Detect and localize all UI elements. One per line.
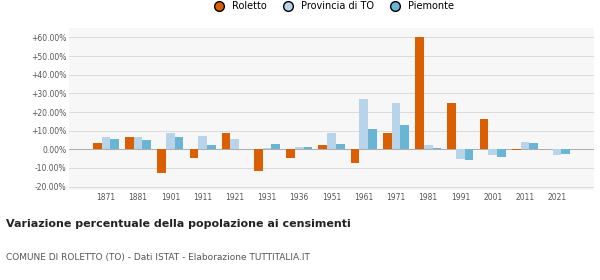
Bar bbox=[456, 149, 465, 159]
Bar bbox=[392, 103, 400, 149]
Bar bbox=[350, 149, 359, 163]
Bar bbox=[230, 139, 239, 149]
Bar bbox=[207, 145, 215, 149]
Bar bbox=[368, 129, 377, 149]
Bar bbox=[198, 136, 207, 149]
Bar bbox=[400, 125, 409, 149]
Bar bbox=[295, 148, 304, 149]
Bar bbox=[415, 37, 424, 149]
Bar bbox=[157, 149, 166, 173]
Bar bbox=[512, 149, 521, 150]
Bar bbox=[383, 134, 392, 149]
Bar bbox=[448, 103, 456, 149]
Bar bbox=[101, 137, 110, 149]
Bar bbox=[134, 137, 142, 149]
Bar bbox=[521, 142, 529, 149]
Legend: Roletto, Provincia di TO, Piemonte: Roletto, Provincia di TO, Piemonte bbox=[206, 0, 457, 15]
Bar bbox=[319, 145, 327, 149]
Bar bbox=[142, 140, 151, 149]
Bar bbox=[175, 137, 184, 149]
Bar bbox=[359, 99, 368, 149]
Bar bbox=[286, 149, 295, 158]
Bar bbox=[424, 145, 433, 149]
Text: COMUNE DI ROLETTO (TO) - Dati ISTAT - Elaborazione TUTTITALIA.IT: COMUNE DI ROLETTO (TO) - Dati ISTAT - El… bbox=[6, 253, 310, 262]
Bar bbox=[190, 149, 198, 158]
Bar bbox=[479, 120, 488, 149]
Bar bbox=[254, 149, 263, 171]
Bar bbox=[529, 143, 538, 149]
Bar bbox=[497, 149, 506, 157]
Bar bbox=[222, 132, 230, 149]
Bar bbox=[336, 144, 344, 149]
Bar bbox=[271, 144, 280, 149]
Bar bbox=[93, 143, 101, 149]
Bar bbox=[433, 148, 441, 149]
Bar bbox=[263, 148, 271, 149]
Bar bbox=[488, 149, 497, 155]
Bar bbox=[553, 149, 562, 155]
Bar bbox=[304, 146, 313, 149]
Bar bbox=[166, 134, 175, 149]
Bar bbox=[110, 139, 119, 149]
Bar bbox=[327, 132, 336, 149]
Text: Variazione percentuale della popolazione ai censimenti: Variazione percentuale della popolazione… bbox=[6, 219, 351, 229]
Bar bbox=[465, 149, 473, 160]
Bar bbox=[125, 137, 134, 149]
Bar bbox=[562, 149, 570, 154]
